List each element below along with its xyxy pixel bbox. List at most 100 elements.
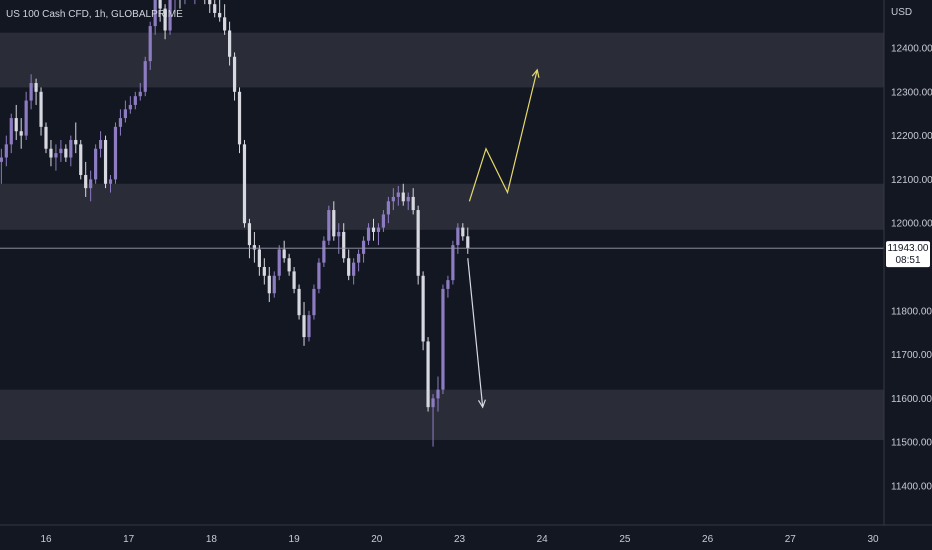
- price-tick-label: 11700.00: [891, 350, 932, 361]
- candle-body: [14, 118, 18, 132]
- candle-body: [307, 315, 311, 338]
- time-tick-label: 19: [289, 534, 301, 545]
- candle: [342, 223, 346, 263]
- candle: [461, 223, 465, 241]
- candle: [227, 21, 232, 66]
- time-axis-ticks: 16 17 18 19 20 23 24 25 26 27 30: [40, 534, 879, 545]
- candle: [133, 91, 137, 110]
- candle: [421, 271, 425, 351]
- candle-body: [133, 96, 137, 105]
- candle: [431, 394, 435, 447]
- candle-body: [466, 236, 470, 249]
- symbol-title: US 100 Cash CFD, 1h, GLOBALPRIME: [6, 9, 183, 20]
- candle-body: [123, 109, 127, 119]
- price-tick-label: 11500.00: [891, 438, 932, 449]
- candle-body: [19, 131, 23, 136]
- candle: [361, 236, 366, 263]
- candle-body: [84, 175, 88, 189]
- price-tick-label: 12400.00: [891, 44, 932, 55]
- price-tick-label: 12100.00: [891, 175, 932, 186]
- candle: [179, 0, 181, 9]
- time-tick-label: 17: [123, 534, 135, 545]
- candle: [307, 310, 311, 342]
- candle-body: [69, 139, 73, 158]
- candle-body: [426, 341, 430, 408]
- candle: [441, 284, 445, 395]
- candle-body: [54, 153, 58, 158]
- candle-body: [391, 196, 395, 202]
- candle: [386, 196, 390, 224]
- candle-body: [406, 196, 410, 202]
- time-tick-label: 27: [785, 534, 797, 545]
- candle-body: [29, 83, 33, 101]
- candle-body: [4, 144, 8, 158]
- candle-body: [74, 139, 78, 145]
- candle: [123, 100, 127, 123]
- candle-body: [9, 118, 13, 145]
- candle-body: [252, 245, 257, 250]
- candle-body: [218, 12, 222, 18]
- candle-body: [371, 227, 376, 232]
- candle: [44, 122, 48, 154]
- last-price-box: [886, 241, 930, 268]
- candle-body: [89, 179, 93, 189]
- candle: [0, 148, 3, 184]
- candle-body: [213, 4, 217, 13]
- candle-body: [272, 275, 276, 294]
- bar-countdown: 08:51: [895, 255, 920, 266]
- candle: [391, 188, 395, 211]
- candle-body: [317, 262, 321, 289]
- candle-body: [446, 280, 450, 289]
- candle: [218, 0, 222, 22]
- candle-body: [59, 148, 63, 154]
- candle-body: [436, 389, 440, 399]
- candle: [282, 240, 286, 263]
- candle: [347, 249, 351, 281]
- candle: [317, 258, 321, 294]
- candle-body: [94, 148, 98, 180]
- candle-body: [381, 214, 386, 228]
- candle-body: [257, 249, 261, 267]
- candle-body: [143, 61, 147, 92]
- candle-body: [113, 126, 118, 180]
- candle: [237, 87, 242, 154]
- candle: [267, 267, 271, 303]
- candle: [208, 0, 212, 13]
- candle: [337, 223, 341, 254]
- candle-body: [223, 17, 227, 31]
- candle: [376, 223, 381, 246]
- candle-body: [386, 201, 390, 215]
- candle: [381, 210, 386, 232]
- candle-body: [342, 231, 346, 259]
- time-axis-panel[interactable]: [0, 525, 932, 550]
- time-tick-label: 18: [206, 534, 218, 545]
- candle: [332, 201, 336, 241]
- candle-body: [232, 56, 237, 92]
- candle: [252, 231, 257, 263]
- candle-body: [262, 267, 266, 276]
- candle-body: [416, 210, 420, 276]
- candle: [59, 139, 63, 162]
- projection-down-path: [467, 258, 484, 408]
- time-tick-label: 24: [537, 534, 549, 545]
- time-tick-label: 30: [867, 534, 879, 545]
- time-tick-label: 26: [702, 534, 714, 545]
- candle: [247, 218, 252, 259]
- candle: [426, 337, 430, 412]
- candle: [194, 0, 196, 5]
- candle: [34, 78, 38, 105]
- candle-body: [347, 258, 351, 276]
- candle: [54, 144, 58, 171]
- candle: [366, 223, 371, 246]
- candle-body: [352, 262, 356, 276]
- candle-body: [118, 118, 123, 127]
- candle-body: [237, 91, 242, 145]
- candle-body: [79, 144, 83, 176]
- candle: [456, 223, 460, 254]
- last-price-tag: 11943.00 08:51: [886, 241, 930, 268]
- candle-body: [153, 0, 157, 27]
- candle: [168, 0, 172, 35]
- currency-label: USD: [891, 7, 912, 18]
